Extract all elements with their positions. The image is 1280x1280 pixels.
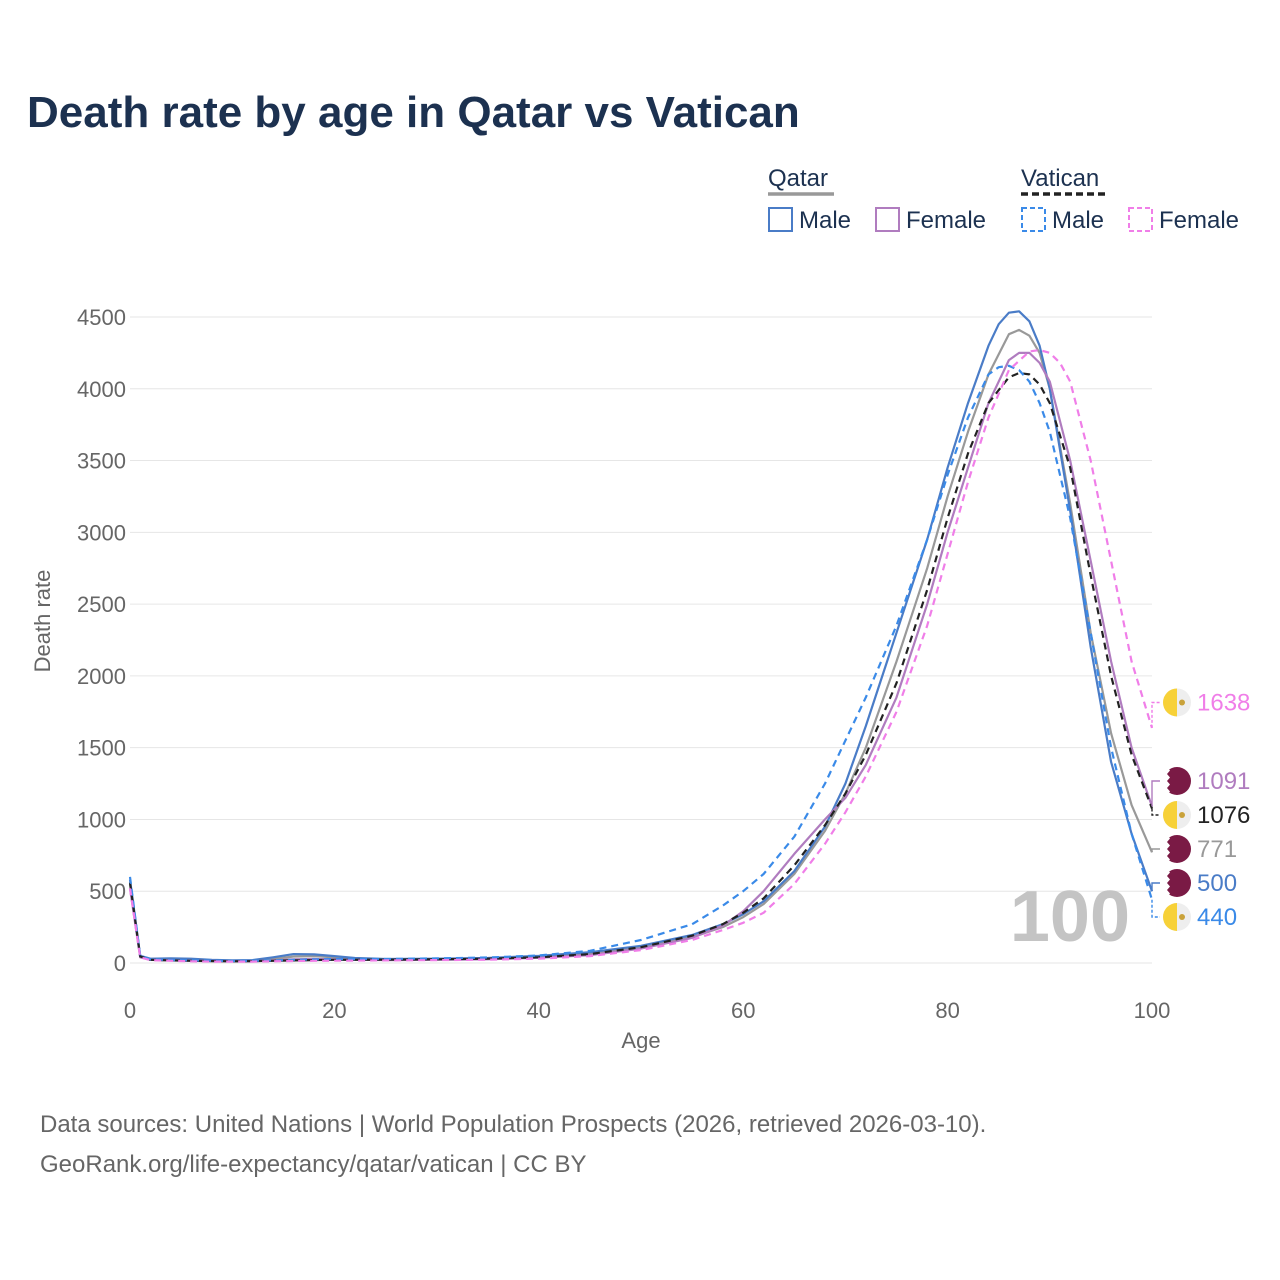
qatar-flag-icon bbox=[1163, 869, 1191, 897]
x-tick-label: 100 bbox=[1134, 998, 1171, 1023]
y-tick-label: 2500 bbox=[77, 592, 126, 617]
y-tick-label: 1500 bbox=[77, 736, 126, 761]
leader-qatar-total bbox=[1151, 848, 1160, 853]
legend-label-qatar-male: Male bbox=[799, 207, 851, 234]
year-watermark: 100 bbox=[1010, 877, 1130, 957]
series-line-qatar-female bbox=[128, 351, 1154, 963]
leader-vatican-total bbox=[1151, 808, 1160, 816]
x-tick-label: 40 bbox=[527, 998, 551, 1023]
vatican-flag-icon bbox=[1163, 903, 1191, 931]
source-note: Data sources: United Nations | World Pop… bbox=[40, 1105, 986, 1185]
end-label-qatar-male: 500 bbox=[1197, 870, 1237, 897]
qatar-flag-icon bbox=[1163, 767, 1191, 795]
legend-group-qatar: Qatar bbox=[768, 165, 828, 192]
legend-label-qatar-female: Female bbox=[906, 207, 986, 234]
end-label-qatar-total: 771 bbox=[1197, 836, 1237, 863]
leader-qatar-female bbox=[1151, 780, 1160, 807]
end-label-vatican-total: 1076 bbox=[1197, 802, 1250, 829]
y-tick-label: 500 bbox=[89, 879, 126, 904]
grid-lines bbox=[130, 316, 1152, 964]
end-label-qatar-female: 1091 bbox=[1197, 768, 1250, 795]
legend-label-vatican-female: Female bbox=[1159, 207, 1239, 234]
legend-group-vatican: Vatican bbox=[1021, 165, 1099, 192]
source-line-2: GeoRank.org/life-expectancy/qatar/vatica… bbox=[40, 1151, 587, 1178]
legend-swatch-vatican-female bbox=[1128, 207, 1153, 232]
series-line-vatican-female bbox=[128, 348, 1154, 963]
y-axis-label: Death rate bbox=[30, 570, 55, 673]
legend: Qatar Male Female Vatican Male Female bbox=[768, 165, 1239, 234]
x-axis-label: Age bbox=[621, 1028, 660, 1053]
x-tick-label: 80 bbox=[935, 998, 959, 1023]
qatar-flag-icon bbox=[1163, 835, 1191, 863]
leader-vatican-female bbox=[1151, 701, 1160, 728]
series-line-qatar-male bbox=[128, 310, 1154, 962]
vatican-flag-icon bbox=[1163, 801, 1191, 829]
end-label-vatican-female: 1638 bbox=[1197, 689, 1250, 716]
axes: 0 500 1000 1500 2000 2500 3000 3500 4000 4500 0 20 4… bbox=[77, 305, 1170, 1023]
source-line-1: Data sources: United Nations | World Pop… bbox=[40, 1111, 987, 1138]
x-tick-label: 20 bbox=[322, 998, 346, 1023]
y-tick-label: 2000 bbox=[77, 664, 126, 689]
series-line-vatican-total bbox=[128, 371, 1154, 963]
x-tick-label: 0 bbox=[124, 998, 136, 1023]
legend-swatch-qatar-male bbox=[768, 207, 793, 232]
y-tick-label: 0 bbox=[114, 951, 126, 976]
end-labels: 1638 1091 1076 771 500 440 bbox=[1151, 688, 1250, 931]
vatican-flag-icon bbox=[1163, 688, 1191, 717]
y-tick-label: 4000 bbox=[77, 377, 126, 402]
legend-swatch-qatar-female bbox=[875, 207, 900, 232]
y-tick-label: 1000 bbox=[77, 807, 126, 832]
y-tick-label: 3500 bbox=[77, 449, 126, 474]
leader-qatar-male bbox=[1151, 882, 1160, 892]
legend-label-vatican-male: Male bbox=[1052, 207, 1104, 234]
y-tick-label: 3000 bbox=[77, 520, 126, 545]
x-tick-label: 60 bbox=[731, 998, 755, 1023]
legend-swatch-vatican-male bbox=[1021, 207, 1046, 232]
chart-title: Death rate by age in Qatar vs Vatican bbox=[27, 88, 800, 137]
end-label-vatican-male: 440 bbox=[1197, 904, 1237, 931]
series-lines bbox=[128, 310, 1154, 963]
series-line-vatican-male bbox=[128, 364, 1154, 963]
y-tick-label: 4500 bbox=[77, 305, 126, 330]
leader-vatican-male bbox=[1151, 899, 1160, 918]
series-line-qatar-total bbox=[128, 328, 1154, 962]
